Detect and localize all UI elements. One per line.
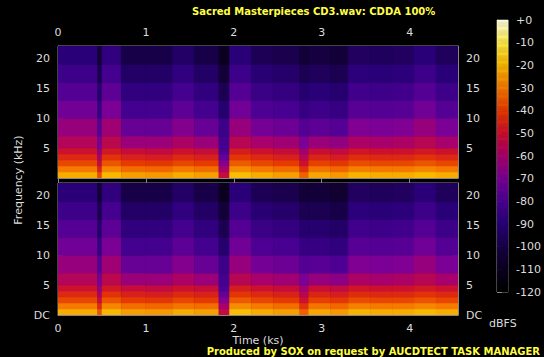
svg-text:10: 10: [36, 112, 50, 125]
svg-text:4: 4: [406, 322, 413, 335]
svg-text:20: 20: [466, 52, 480, 65]
svg-text:-60: -60: [516, 150, 534, 163]
svg-text:3: 3: [318, 26, 325, 39]
svg-text:15: 15: [466, 219, 480, 232]
svg-text:-10: -10: [516, 36, 534, 49]
svg-text:20: 20: [466, 189, 480, 202]
svg-text:20: 20: [36, 52, 50, 65]
svg-text:Sacred Masterpieces CD3.wav: C: Sacred Masterpieces CD3.wav: CDDA 100%: [192, 6, 435, 17]
svg-text:-30: -30: [516, 82, 534, 95]
svg-text:-70: -70: [516, 172, 534, 185]
svg-text:5: 5: [466, 142, 473, 155]
svg-text:dBFS: dBFS: [489, 317, 517, 330]
svg-text:-50: -50: [516, 127, 534, 140]
svg-text:10: 10: [466, 249, 480, 262]
svg-text:-80: -80: [516, 195, 534, 208]
svg-text:0: 0: [55, 26, 62, 39]
svg-text:Frequency (kHz): Frequency (kHz): [12, 135, 25, 224]
svg-text:DC: DC: [34, 309, 50, 322]
svg-text:-20: -20: [516, 59, 534, 72]
svg-text:15: 15: [36, 219, 50, 232]
svg-text:2: 2: [230, 322, 237, 335]
svg-text:4: 4: [406, 26, 413, 39]
svg-text:1: 1: [142, 322, 149, 335]
svg-text:10: 10: [36, 249, 50, 262]
svg-text:20: 20: [36, 189, 50, 202]
svg-text:15: 15: [466, 82, 480, 95]
svg-text:5: 5: [43, 142, 50, 155]
svg-text:DC: DC: [466, 309, 482, 322]
svg-text:5: 5: [43, 279, 50, 292]
svg-text:-90: -90: [516, 218, 534, 231]
svg-text:1: 1: [142, 26, 149, 39]
svg-text:-110: -110: [516, 263, 541, 276]
svg-text:2: 2: [230, 26, 237, 39]
svg-text:10: 10: [466, 112, 480, 125]
svg-text:-40: -40: [516, 104, 534, 117]
svg-text:0: 0: [55, 322, 62, 335]
svg-text:3: 3: [318, 322, 325, 335]
svg-text:+0: +0: [516, 14, 532, 27]
svg-text:15: 15: [36, 82, 50, 95]
svg-text:Produced by SOX on request by: Produced by SOX on request by AUCDTECT T…: [207, 346, 541, 357]
svg-text:Time (ks): Time (ks): [231, 334, 283, 347]
svg-text:-120: -120: [516, 286, 541, 299]
svg-text:-100: -100: [516, 240, 541, 253]
svg-text:5: 5: [466, 279, 473, 292]
